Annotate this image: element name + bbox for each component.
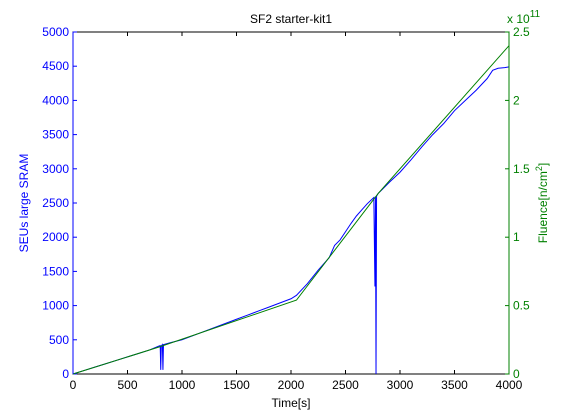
left-y-tick-label: 1000 xyxy=(42,299,69,313)
left-y-tick-label: 2500 xyxy=(42,196,69,210)
right-y-axis-label-main: Fluence[n/cm xyxy=(536,171,550,243)
left-y-tick-label: 0 xyxy=(62,367,69,381)
right-y-tick-label: 1.5 xyxy=(513,162,530,176)
right-y-tick-label: 2.5 xyxy=(513,25,530,39)
left-y-tick-label: 2000 xyxy=(42,230,69,244)
x-axis-label: Time[s] xyxy=(272,396,311,410)
left-y-tick-label: 1500 xyxy=(42,264,69,278)
right-y-tick-label: 1 xyxy=(513,230,520,244)
right-y-tick-label: 0 xyxy=(513,367,520,381)
left-y-tick-label: 500 xyxy=(49,333,69,347)
x-tick-label: 1000 xyxy=(169,378,196,392)
right-y-axis-exponent-power: 11 xyxy=(530,9,541,20)
x-tick-label: 500 xyxy=(117,378,137,392)
x-tick-label: 1500 xyxy=(223,378,250,392)
x-tick-label: 3500 xyxy=(441,378,468,392)
plot-area xyxy=(73,32,509,374)
left-y-tick-label: 4000 xyxy=(42,93,69,107)
right-y-axis-label-end: ] xyxy=(536,163,550,166)
left-y-axis-label: SEUs large SRAM xyxy=(17,154,31,253)
left-y-tick-label: 3500 xyxy=(42,128,69,142)
x-tick-label: 2500 xyxy=(332,378,359,392)
left-y-tick-label: 4500 xyxy=(42,59,69,73)
x-tick-label: 0 xyxy=(70,378,77,392)
x-tick-label: 2000 xyxy=(278,378,305,392)
left-y-tick-label: 3000 xyxy=(42,162,69,176)
left-y-tick-label: 5000 xyxy=(42,25,69,39)
chart-title: SF2 starter-kit1 xyxy=(250,12,332,26)
right-y-axis-label: Fluence[n/cm2] xyxy=(534,163,550,243)
x-tick-label: 3000 xyxy=(387,378,414,392)
right-y-axis-exponent-base: x 10 xyxy=(507,12,530,26)
right-y-tick-label: 0.5 xyxy=(513,299,530,313)
right-y-tick-label: 2 xyxy=(513,93,520,107)
